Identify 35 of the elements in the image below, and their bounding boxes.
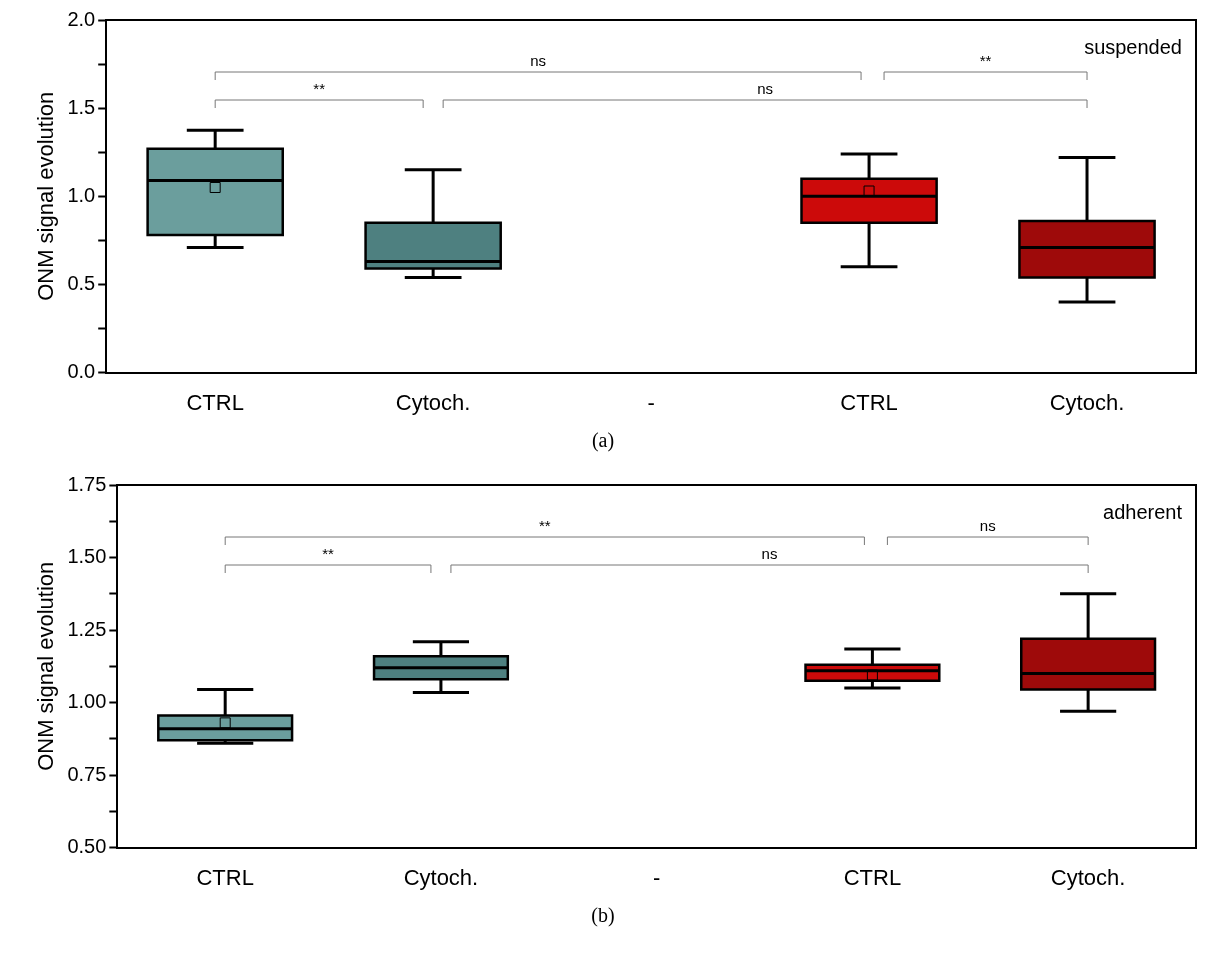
annotation: suspended: [1084, 35, 1182, 58]
annotation: ns: [761, 544, 778, 562]
annotation: **: [538, 516, 551, 534]
annotation: ns: [979, 516, 996, 534]
x-tick-label: CTRL: [186, 389, 244, 415]
y-tick-label: 2.0: [67, 7, 96, 30]
x-tick-label: Cytoch.: [403, 864, 479, 890]
y-tick-label: 1.5: [67, 95, 96, 118]
x-tick-label: Cytoch.: [1049, 389, 1125, 415]
x-tick-label: -: [653, 864, 661, 890]
y-tick-label: 1.75: [67, 472, 107, 495]
x-tick-label: CTRL: [196, 864, 254, 890]
y-axis-title: ONM signal evolution: [33, 91, 59, 301]
y-tick-label: 1.0: [67, 183, 96, 206]
annotation: **: [313, 79, 326, 97]
y-tick-label: 0.5: [67, 271, 96, 294]
annotation: ns: [530, 51, 547, 69]
annotation: **: [322, 544, 335, 562]
annotation: **: [979, 51, 992, 69]
x-tick-label: Cytoch.: [1050, 864, 1126, 890]
x-tick-label: CTRL: [843, 864, 902, 890]
y-axis-title: ONM signal evolution: [33, 561, 59, 771]
x-tick-label: CTRL: [840, 389, 898, 415]
y-tick-label: 0.75: [67, 762, 107, 785]
y-tick-label: 0.50: [67, 835, 107, 858]
text: (a): [590, 428, 616, 454]
annotation: adherent: [1103, 500, 1183, 523]
y-tick-label: 0.0: [67, 360, 96, 383]
text: (b): [590, 903, 616, 928]
y-tick-label: 1.00: [67, 690, 107, 713]
x-tick-label: -: [647, 389, 655, 415]
y-tick-label: 1.50: [67, 545, 107, 568]
y-tick-label: 1.25: [67, 617, 107, 640]
x-tick-label: Cytoch.: [395, 389, 471, 415]
annotation: ns: [757, 79, 773, 97]
